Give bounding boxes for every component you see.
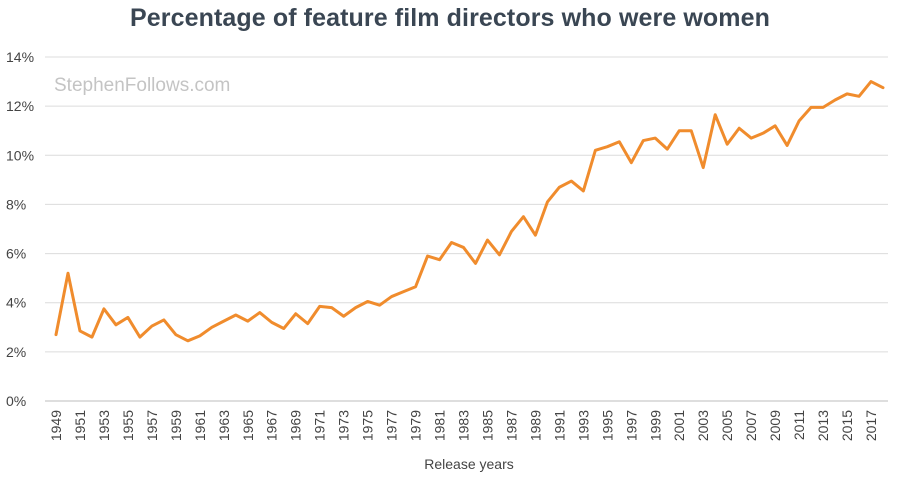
y-tick-label: 4%: [6, 295, 26, 311]
x-tick-label: 1951: [72, 410, 88, 441]
x-tick-label: 1997: [623, 410, 639, 441]
x-tick-label: 1969: [288, 410, 304, 441]
x-tick-label: 2003: [695, 410, 711, 441]
x-axis-title: Release years: [424, 456, 514, 472]
x-tick-label: 1983: [456, 410, 472, 441]
series: [54, 80, 885, 343]
x-tick-label: 1961: [192, 410, 208, 441]
x-axis: 1949 1951 1953 1955 1957 1959 1961 1963 1965 1967…: [48, 410, 879, 441]
y-tick-label: 0%: [6, 393, 26, 409]
x-tick-label: 1973: [336, 410, 352, 441]
grid-lines: [45, 56, 888, 402]
y-tick-label: 14%: [6, 49, 34, 65]
x-tick-label: 1995: [599, 410, 615, 441]
x-tick-label: 1975: [360, 410, 376, 441]
x-tick-label: 2005: [719, 410, 735, 441]
x-tick-label: 2007: [743, 410, 759, 441]
x-tick-label: 1959: [168, 410, 184, 441]
x-tick-label: 1981: [432, 410, 448, 441]
x-tick-label: 1999: [647, 410, 663, 441]
x-tick-label: 1993: [575, 410, 591, 441]
y-tick-label: 10%: [6, 147, 34, 163]
x-tick-label: 1987: [503, 410, 519, 441]
chart-title: Percentage of feature film directors who…: [130, 4, 770, 32]
x-tick-label: 1963: [216, 410, 232, 441]
x-tick-label: 2009: [767, 410, 783, 441]
x-tick-label: 1957: [144, 410, 160, 441]
x-tick-label: 1965: [240, 410, 256, 441]
x-tick-label: 1979: [408, 410, 424, 441]
x-tick-label: 1977: [384, 410, 400, 441]
x-tick-label: 1991: [551, 410, 567, 441]
x-tick-label: 1971: [312, 410, 328, 441]
y-tick-label: 12%: [6, 98, 34, 114]
x-tick-label: 2011: [791, 410, 807, 440]
x-tick-label: 2015: [839, 410, 855, 441]
x-tick-label: 1967: [264, 410, 280, 441]
x-tick-label: 1949: [48, 410, 64, 441]
x-tick-label: 2013: [815, 410, 831, 441]
x-tick-label: 2017: [863, 410, 879, 441]
y-axis: 0% 2% 4% 6% 8% 10% 12% 14%: [6, 49, 34, 409]
x-tick-label: 1989: [527, 410, 543, 441]
x-tick-label: 1985: [479, 410, 495, 441]
y-tick-label: 6%: [6, 246, 26, 262]
y-tick-label: 8%: [6, 196, 26, 212]
x-tick-label: 2001: [671, 410, 687, 441]
x-tick-label: 1953: [96, 410, 112, 441]
watermark: StephenFollows.com: [54, 75, 230, 96]
series-line: [54, 80, 885, 343]
x-tick-label: 1955: [120, 410, 136, 441]
y-tick-label: 2%: [6, 344, 26, 360]
